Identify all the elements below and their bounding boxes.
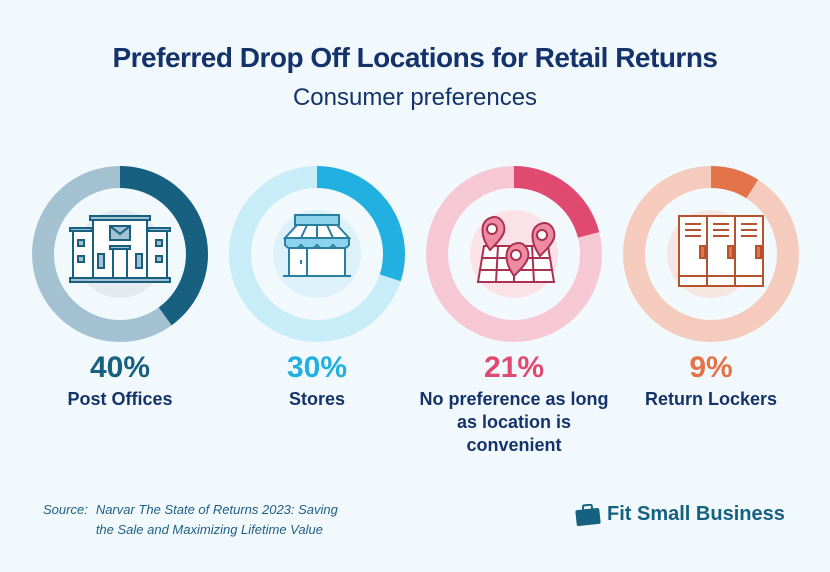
percentage-value: 40% bbox=[89, 351, 151, 384]
post-office-icon bbox=[69, 215, 171, 283]
page-title: Preferred Drop Off Locations for Retail … bbox=[112, 42, 718, 73]
donut-ring-return-lockers bbox=[623, 166, 799, 342]
percentage-value: 21% bbox=[483, 351, 545, 384]
source-line-2: the Sale and Maximizing Lifetime Value bbox=[95, 522, 323, 537]
donut-ring-no-preference bbox=[426, 166, 602, 342]
source-line-1: Narvar The State of Returns 2023: Saving bbox=[95, 502, 338, 517]
category-label: No preference as long as location is con… bbox=[419, 389, 609, 455]
donut-ring-post-offices bbox=[32, 166, 208, 342]
stat-return-lockers: 9% Return Lockers bbox=[611, 164, 811, 411]
brand-logo: Fit Small Business bbox=[575, 503, 785, 526]
stat-post-offices: 40% Post Offices bbox=[20, 164, 220, 411]
storefront-icon bbox=[282, 214, 352, 277]
stat-no-preference: 21% No preference as long as location is… bbox=[414, 164, 614, 457]
percentage-value: 9% bbox=[689, 351, 733, 384]
lockers-icon bbox=[678, 215, 764, 287]
page-subtitle: Consumer preferences bbox=[292, 84, 538, 111]
source-label: Source: bbox=[43, 502, 88, 517]
stat-stores: 30% Stores bbox=[217, 164, 417, 411]
source-citation: Source: Narvar The State of Returns 2023… bbox=[43, 500, 338, 540]
donut-ring-stores bbox=[229, 166, 405, 342]
percentage-value: 30% bbox=[286, 351, 348, 384]
briefcase-icon bbox=[575, 503, 601, 526]
category-label: Stores bbox=[288, 389, 346, 409]
category-label: Return Lockers bbox=[644, 389, 778, 409]
logo-text: Fit Small Business bbox=[607, 503, 785, 525]
map-pins-icon bbox=[476, 216, 556, 283]
category-label: Post Offices bbox=[67, 389, 173, 409]
